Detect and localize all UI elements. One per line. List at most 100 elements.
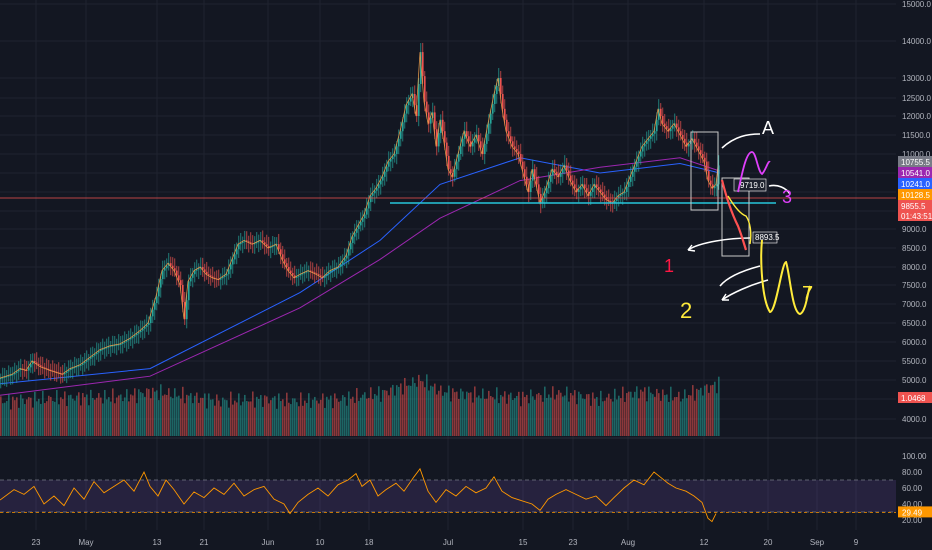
candle-body bbox=[324, 276, 326, 278]
volume-bar bbox=[110, 401, 112, 436]
volume-bar bbox=[196, 392, 198, 436]
highlight-box-1[interactable] bbox=[690, 131, 719, 211]
volume-bar bbox=[378, 386, 380, 436]
volume-bar bbox=[282, 399, 284, 436]
price-tick-label: 6500.0 bbox=[902, 319, 927, 328]
candle-body bbox=[310, 270, 312, 272]
volume-bar bbox=[322, 393, 324, 436]
candle-body bbox=[634, 166, 636, 172]
time-axis[interactable]: 23 May 13 21 Jun 10 18 Jul 15 23 Aug 12 20 Sep 9 bbox=[32, 538, 859, 547]
volume-bar bbox=[28, 397, 30, 436]
volume-bar bbox=[14, 400, 16, 436]
candle-body bbox=[378, 184, 380, 189]
candle-body bbox=[640, 151, 642, 157]
candle-body bbox=[134, 335, 136, 337]
candle-body bbox=[542, 198, 544, 204]
volume-bar bbox=[540, 395, 542, 436]
label-3: 3 bbox=[782, 187, 792, 207]
candle-body bbox=[192, 274, 194, 278]
volume-bar bbox=[34, 391, 36, 436]
volume-bar bbox=[302, 405, 304, 436]
price-tick-label: 15000.0 bbox=[902, 0, 931, 9]
highlight-box-2[interactable] bbox=[721, 177, 750, 257]
volume-bar bbox=[212, 399, 214, 436]
volume-bar bbox=[224, 399, 226, 436]
volume-bar bbox=[398, 386, 400, 436]
time-tick-label: Sep bbox=[810, 538, 825, 547]
volume-bar bbox=[358, 400, 360, 436]
volume-bar bbox=[46, 401, 48, 436]
candle-body bbox=[456, 161, 458, 170]
candle-body bbox=[110, 345, 112, 347]
candle-body bbox=[256, 242, 258, 244]
candle-body bbox=[92, 355, 94, 358]
volume-bar bbox=[162, 395, 164, 436]
volume-bar bbox=[4, 402, 6, 436]
volume-bar bbox=[374, 394, 376, 436]
volume-bar bbox=[138, 389, 140, 436]
candle-body bbox=[574, 184, 576, 189]
volume-bar bbox=[520, 406, 522, 436]
candle-body bbox=[254, 243, 256, 245]
candle-body bbox=[30, 364, 32, 368]
volume-bar bbox=[412, 377, 414, 436]
volume-bar bbox=[348, 391, 350, 436]
candle-body bbox=[584, 184, 586, 189]
candle-body bbox=[422, 52, 424, 77]
candle-body bbox=[354, 232, 356, 237]
volume-bar bbox=[170, 396, 172, 436]
volume-bar bbox=[88, 405, 90, 436]
volume-bar bbox=[392, 384, 394, 436]
candle-body bbox=[428, 112, 430, 124]
candle-body bbox=[414, 94, 416, 106]
volume-bar bbox=[704, 385, 706, 436]
price-tick-label: 7500.0 bbox=[902, 281, 927, 290]
volume-bar bbox=[596, 397, 598, 436]
volume-bar bbox=[236, 402, 238, 436]
volume-bar bbox=[364, 392, 366, 436]
candle-body bbox=[486, 133, 488, 144]
volume-bar bbox=[560, 392, 562, 436]
candle-body bbox=[644, 143, 646, 147]
candle-body bbox=[124, 341, 126, 343]
candle-body bbox=[338, 267, 340, 268]
candle-body bbox=[44, 367, 46, 369]
volume-bar bbox=[94, 399, 96, 436]
volume-bar bbox=[260, 395, 262, 436]
volume-bar bbox=[136, 403, 138, 436]
candle-body bbox=[120, 343, 122, 345]
volume-bar bbox=[402, 394, 404, 436]
candle-body bbox=[494, 94, 496, 104]
candle-body bbox=[676, 123, 678, 128]
candle-body bbox=[246, 240, 248, 242]
volume-bar bbox=[362, 394, 364, 436]
price-tick-label: 13000.0 bbox=[902, 74, 931, 83]
volume-bar bbox=[232, 404, 234, 436]
candle-body bbox=[208, 274, 210, 276]
candle-body bbox=[32, 361, 34, 365]
volume-bar bbox=[36, 401, 38, 436]
candle-body bbox=[522, 161, 524, 170]
price-tick-label: 5000.0 bbox=[902, 376, 927, 385]
candle-body bbox=[222, 276, 224, 279]
candle-body bbox=[394, 154, 396, 157]
volume-bar bbox=[686, 398, 688, 436]
price-tick-label: 5500.0 bbox=[902, 357, 927, 366]
candle-body bbox=[180, 280, 182, 285]
volume-bar bbox=[354, 402, 356, 436]
volume-bar bbox=[84, 397, 86, 436]
candle-body bbox=[504, 108, 506, 120]
volume-bar bbox=[54, 401, 56, 436]
volume-bar bbox=[336, 398, 338, 436]
volume-bar bbox=[480, 398, 482, 436]
candle-body bbox=[380, 180, 382, 185]
candle-body bbox=[642, 146, 644, 152]
volume-bar bbox=[288, 402, 290, 436]
volume-bar bbox=[472, 402, 474, 436]
candle-body bbox=[382, 176, 384, 181]
candle-body bbox=[350, 242, 352, 250]
volume-bar bbox=[620, 398, 622, 436]
candle-body bbox=[186, 300, 188, 320]
volume-bar bbox=[384, 390, 386, 436]
